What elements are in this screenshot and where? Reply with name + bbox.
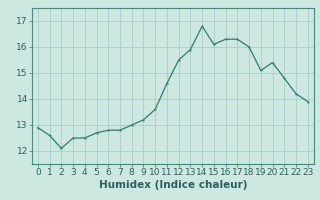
X-axis label: Humidex (Indice chaleur): Humidex (Indice chaleur) — [99, 180, 247, 190]
